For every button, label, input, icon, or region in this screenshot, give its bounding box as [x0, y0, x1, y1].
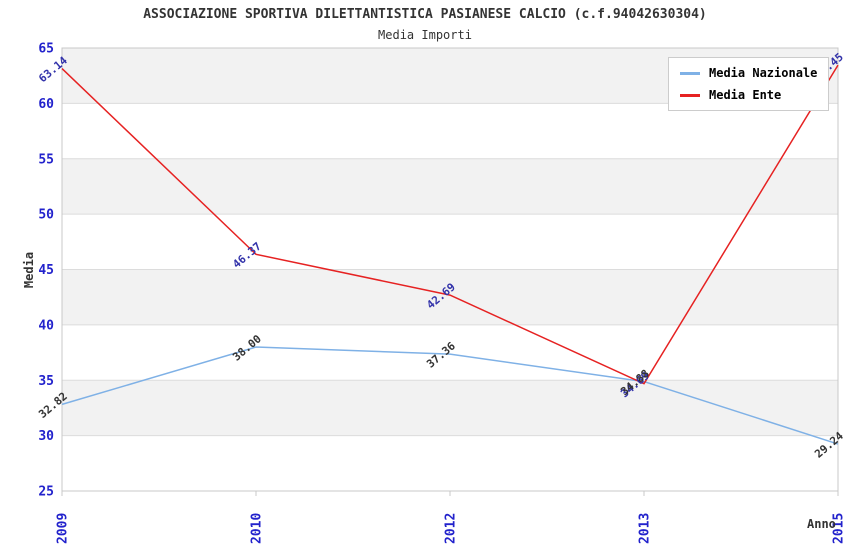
y-tick-label: 45 — [38, 263, 54, 278]
y-axis-title: Media — [22, 251, 36, 289]
series-line-media-ente — [61, 64, 839, 385]
chart-subtitle: Media Importi — [378, 28, 472, 42]
x-tick-label: 2009 — [56, 513, 71, 544]
grid-band — [62, 269, 838, 325]
legend-line-swatch-red — [680, 93, 700, 97]
legend-label: Media Nazionale — [709, 66, 818, 80]
x-axis-title: Anno — [807, 517, 836, 531]
y-tick-label: 55 — [38, 152, 54, 167]
y-tick-label: 50 — [38, 208, 54, 223]
legend-item-media-ente: Media Ente — [680, 88, 817, 102]
series-line-media-nazionale — [61, 346, 839, 445]
legend-box: Media Nazionale Media Ente — [668, 57, 830, 111]
grid-band — [62, 380, 838, 436]
y-tick-label: 40 — [38, 318, 54, 333]
legend-label: Media Ente — [709, 88, 782, 102]
x-tick-label: 2010 — [250, 513, 265, 544]
legend-item-media-nazionale: Media Nazionale — [680, 66, 817, 80]
y-tick-label: 30 — [38, 429, 54, 444]
chart-title: ASSOCIAZIONE SPORTIVA DILETTANTISTICA PA… — [143, 7, 707, 22]
x-tick-label: 2015 — [832, 513, 847, 544]
grid-band — [62, 158, 838, 215]
x-tick-label: 2012 — [444, 513, 459, 544]
data-point-label: 38.00 — [230, 332, 264, 363]
y-tick-label: 65 — [38, 42, 54, 57]
legend-line-swatch-blue — [680, 71, 700, 75]
y-tick-label: 35 — [38, 374, 54, 389]
y-tick-label: 25 — [38, 485, 54, 500]
y-tick-label: 60 — [38, 97, 54, 112]
x-tick-label: 2013 — [638, 513, 653, 544]
